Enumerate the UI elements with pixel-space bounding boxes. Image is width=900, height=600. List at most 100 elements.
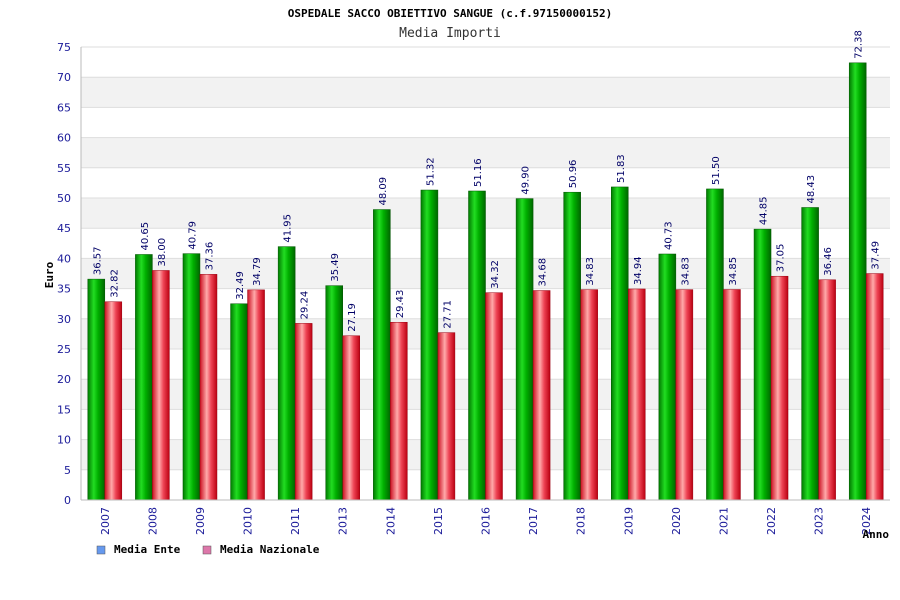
bar-media-nazionale-2017 [532,290,551,501]
data-label-media-nazionale-2016: 34.32 [490,260,501,289]
bar-media-ente-2010 [230,303,248,501]
bar-media-nazionale-2008 [152,270,170,501]
data-label-media-nazionale-2024: 37.49 [871,241,882,270]
bar-media-nazionale-2013 [342,335,360,501]
bar-media-ente-2018 [563,191,581,501]
x-tick-label-2014: 2014 [384,507,397,535]
data-label-media-nazionale-2020: 34.83 [680,257,691,286]
bar-media-nazionale-2009 [199,274,218,501]
bar-media-nazionale-2019 [628,288,646,501]
y-tick-label: 25 [57,343,71,356]
x-tick-label-2010: 2010 [242,507,255,535]
y-tick-label: 70 [57,71,71,84]
x-tick-label-2009: 2009 [194,507,207,535]
bar-media-ente-2011 [277,246,296,501]
data-label-media-ente-2010: 32.49 [235,271,246,300]
grid-band [81,77,890,108]
data-label-media-ente-2024: 72.38 [854,30,865,59]
y-tick-label: 0 [64,494,71,507]
data-label-media-nazionale-2013: 27.19 [347,303,358,332]
bar-media-ente-2019 [611,186,629,501]
chart-subtitle: Media Importi [399,26,501,41]
legend-swatch-media-ente [96,545,106,555]
bar-media-nazionale-2020 [675,289,694,501]
bar-media-nazionale-2016 [485,292,503,501]
legend-label-media-nazionale: Media Nazionale [220,543,320,556]
y-tick-label: 20 [57,373,71,386]
data-label-media-nazionale-2008: 38.00 [157,238,168,267]
y-tick-label: 10 [57,434,71,447]
data-label-media-nazionale-2011: 29.24 [300,291,311,320]
bar-media-nazionale-2021 [723,289,741,501]
bar-media-nazionale-2023 [818,279,836,501]
data-label-media-nazionale-2010: 34.79 [252,257,263,286]
y-tick-label: 45 [57,222,71,235]
bar-media-nazionale-2022 [770,275,789,501]
data-label-media-nazionale-2019: 34.94 [633,256,644,285]
y-axis-label: Euro [43,261,56,288]
y-tick-label: 15 [57,403,71,416]
y-tick-label: 30 [57,313,71,326]
data-label-media-nazionale-2017: 34.68 [538,258,549,287]
grid-band [81,47,890,78]
grid-band [81,107,890,138]
bar-media-ente-2017 [515,198,534,501]
data-label-media-ente-2018: 50.96 [568,160,579,189]
bar-media-nazionale-2015 [437,332,456,501]
data-label-media-nazionale-2021: 34.85 [728,257,739,286]
data-label-media-nazionale-2014: 29.43 [395,290,406,319]
data-label-media-nazionale-2023: 36.46 [823,247,834,276]
data-label-media-ente-2017: 49.90 [521,166,532,195]
y-tick-label: 35 [57,283,71,296]
bar-media-ente-2023 [801,207,819,501]
x-axis-ticks: 2007 2008 2009 2010 2011 2013 2014 2015 2016 2017… [99,507,873,535]
bar-media-ente-2007 [87,278,106,501]
chart-title: OSPEDALE SACCO OBIETTIVO SANGUE (c.f.971… [288,7,613,20]
x-tick-label-2024: 2024 [860,507,873,535]
bar-media-nazionale-2010 [247,289,265,501]
data-label-media-ente-2020: 40.73 [663,221,674,250]
x-tick-label-2022: 2022 [765,507,778,535]
x-tick-label-2017: 2017 [527,507,540,535]
data-label-media-ente-2021: 51.50 [711,156,722,185]
bar-media-ente-2020 [658,253,677,501]
bar-media-nazionale-2011 [294,323,313,501]
x-tick-label-2016: 2016 [480,507,493,535]
y-tick-label: 65 [57,101,71,114]
bar-media-ente-2024 [848,62,867,501]
bars [87,62,884,501]
x-tick-label-2023: 2023 [813,507,826,535]
bar-media-ente-2021 [706,188,724,501]
legend-swatch-media-nazionale [202,545,212,555]
x-tick-label-2013: 2013 [337,507,350,535]
x-tick-label-2021: 2021 [717,507,730,535]
legend-label-media-ente: Media Ente [114,543,181,556]
data-labels: 36.57 32.82 40.65 38.00 40.79 37.36 32.49 34.79… [92,30,881,332]
data-label-media-nazionale-2022: 37.05 [776,244,787,273]
x-tick-label-2011: 2011 [289,507,302,535]
data-label-media-ente-2013: 35.49 [330,253,341,282]
data-label-media-ente-2016: 51.16 [473,158,484,187]
x-tick-label-2007: 2007 [99,507,112,535]
data-label-media-nazionale-2015: 27.71 [442,300,453,329]
y-tick-label: 60 [57,132,71,145]
bar-media-nazionale-2014 [390,321,408,501]
bar-media-nazionale-2007 [104,301,123,501]
data-label-media-nazionale-2009: 37.36 [204,242,215,271]
bar-media-nazionale-2018 [580,289,598,501]
bar-media-ente-2009 [182,253,201,501]
data-label-media-ente-2009: 40.79 [187,221,198,250]
data-label-media-ente-2011: 41.95 [283,214,294,243]
y-tick-label: 5 [64,464,71,477]
y-axis-ticks: 0 5 10 15 20 25 30 35 40 45 50 55 60 65 70 75 [57,41,71,507]
y-tick-label: 50 [57,192,71,205]
data-label-media-ente-2015: 51.32 [425,157,436,186]
data-label-media-ente-2008: 40.65 [140,222,151,251]
x-tick-label-2008: 2008 [146,507,159,535]
grid-band [81,137,890,168]
y-tick-label: 55 [57,162,71,175]
bar-media-nazionale-2024 [865,273,884,501]
bar-media-ente-2013 [325,285,343,501]
x-tick-label-2020: 2020 [670,507,683,535]
